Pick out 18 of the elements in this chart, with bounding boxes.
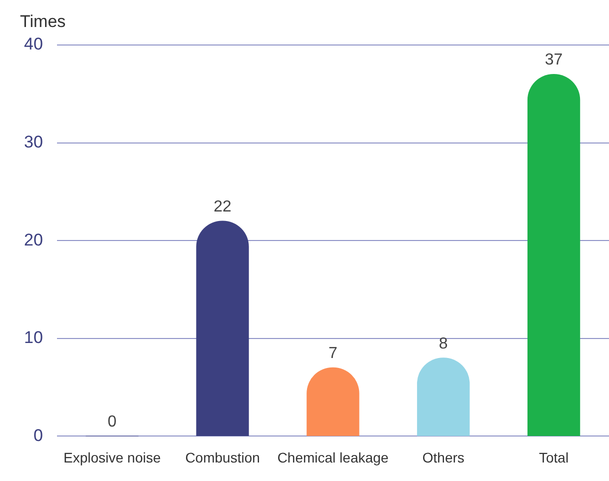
y-axis-title: Times bbox=[20, 12, 66, 32]
x-tick-label: Chemical leakage bbox=[277, 449, 389, 466]
data-label: 37 bbox=[544, 52, 563, 69]
x-tick-label: Others bbox=[422, 449, 464, 466]
x-tick-label: Explosive noise bbox=[63, 449, 161, 466]
y-tick-label: 30 bbox=[24, 132, 43, 152]
data-label: 0 bbox=[108, 414, 117, 431]
y-tick-label: 20 bbox=[24, 230, 43, 250]
y-tick-label: 0 bbox=[33, 426, 43, 445]
data-label: 22 bbox=[214, 198, 232, 216]
y-tick-label: 10 bbox=[24, 328, 43, 348]
x-tick-label: Combustion bbox=[185, 449, 260, 466]
bar bbox=[196, 220, 249, 436]
data-label: 8 bbox=[438, 335, 448, 352]
y-tick-label: 40 bbox=[24, 34, 43, 54]
x-tick-label: Total bbox=[539, 449, 569, 466]
data-label: 7 bbox=[328, 345, 338, 362]
bar bbox=[527, 74, 580, 436]
